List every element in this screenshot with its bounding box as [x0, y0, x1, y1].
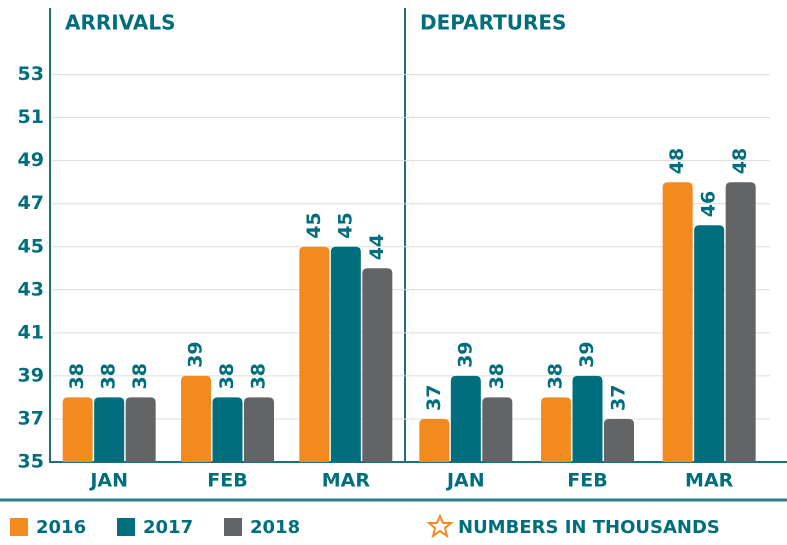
bar	[662, 182, 693, 462]
value-label: 48	[666, 148, 688, 174]
legend-swatch	[117, 518, 135, 536]
bar	[181, 375, 211, 462]
value-label: 46	[698, 191, 720, 217]
y-tick-label: 35	[18, 451, 44, 473]
plot: 35 37 39 41 43 45 47 49 51 53 ARRIVALS JAN 38 38 38 FEB…	[10, 11, 787, 538]
bar	[62, 397, 93, 462]
x-tick-label: FEB	[207, 470, 247, 492]
bar	[725, 182, 756, 462]
bar	[419, 418, 450, 462]
legend-label: 2016	[36, 517, 86, 538]
value-label: 38	[66, 363, 88, 389]
value-label: 39	[454, 341, 476, 367]
value-label: 38	[248, 363, 270, 389]
y-tick-label: 51	[18, 106, 44, 128]
legend-swatch	[10, 518, 28, 536]
bar	[450, 375, 481, 462]
bar	[572, 375, 603, 462]
y-tick-label: 47	[18, 192, 44, 214]
value-label: 38	[98, 363, 120, 389]
value-label: 38	[486, 363, 508, 389]
panel-title: ARRIVALS	[65, 11, 175, 35]
bar	[125, 397, 156, 462]
x-tick-label: FEB	[567, 470, 607, 492]
value-label: 48	[729, 148, 751, 174]
value-label: 44	[366, 234, 388, 260]
legend-swatch	[224, 518, 242, 536]
bar	[604, 418, 634, 462]
legend-label: 2018	[250, 517, 300, 538]
x-tick-label: JAN	[445, 470, 485, 492]
bar	[212, 397, 243, 462]
bar	[694, 225, 725, 462]
value-label: 37	[423, 384, 445, 410]
bar	[362, 268, 393, 462]
y-tick-label: 41	[18, 321, 44, 343]
bar	[330, 246, 361, 462]
y-tick-label: 37	[18, 407, 44, 429]
value-label: 38	[545, 363, 567, 389]
bar	[94, 397, 125, 462]
value-label: 39	[576, 341, 598, 367]
bar	[244, 397, 274, 462]
x-tick-label: MAR	[685, 470, 734, 492]
note: NUMBERS IN THOUSANDS	[458, 517, 720, 538]
y-tick-label: 53	[18, 63, 44, 85]
value-label: 37	[608, 384, 630, 410]
y-tick-label: 43	[18, 278, 44, 300]
value-label: 39	[185, 341, 207, 367]
panel-title: DEPARTURES	[420, 11, 566, 35]
bar	[541, 397, 571, 462]
value-label: 45	[303, 212, 325, 238]
legend-label: 2017	[143, 517, 193, 538]
bar	[299, 246, 330, 462]
y-tick-label: 45	[18, 235, 44, 257]
value-label: 38	[216, 363, 238, 389]
x-tick-label: MAR	[322, 470, 371, 492]
note-icon	[426, 513, 454, 539]
value-label: 45	[334, 212, 356, 238]
x-tick-label: JAN	[88, 470, 128, 492]
value-label: 38	[129, 363, 151, 389]
y-tick-label: 39	[18, 364, 44, 386]
bar	[482, 397, 513, 462]
y-tick-label: 49	[18, 149, 44, 171]
